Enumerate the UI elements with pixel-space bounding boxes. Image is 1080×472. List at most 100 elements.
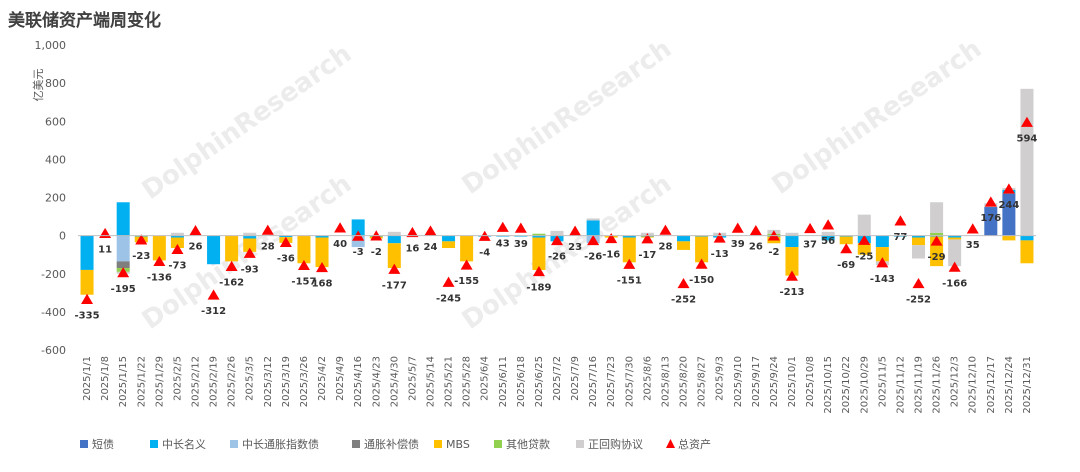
total-marker [677, 277, 690, 289]
x-tick-label: 2025/8/6 [642, 356, 653, 401]
x-tick-label: 2025/1/22 [136, 356, 147, 407]
total-marker [659, 224, 672, 235]
bar-segment [1020, 88, 1034, 236]
total-data-label: 77 [893, 232, 907, 243]
bar-segment [80, 269, 94, 295]
bar-segment [857, 243, 871, 255]
total-marker [442, 276, 455, 287]
total-data-label: 35 [966, 240, 980, 251]
bar-segment [207, 235, 221, 265]
legend: 短债 中长名义 中长通胀指数债 通胀补偿债 MBS 其他贷款 正回购协议 总资产 [80, 437, 711, 451]
bar-segment [80, 235, 94, 270]
total-data-label: -16 [602, 250, 620, 261]
x-tick-label: 2025/12/31 [1022, 356, 1033, 414]
total-data-label: -189 [526, 283, 551, 294]
x-tick-label: 2025/7/2 [552, 356, 563, 401]
y-tick-label: -600 [41, 344, 66, 357]
total-marker [297, 259, 310, 271]
x-tick-label: 2025/11/26 [932, 356, 943, 414]
x-tick-label: 2025/6/11 [498, 356, 509, 407]
bar-segment [243, 232, 257, 236]
bar-segment [857, 214, 871, 236]
bar-segment [170, 235, 184, 238]
total-data-label: 43 [496, 238, 510, 249]
x-tick-label: 2025/6/25 [534, 356, 545, 407]
total-data-label: -29 [928, 252, 946, 263]
x-tick-label: 2025/5/21 [444, 356, 455, 407]
x-tick-label: 2025/7/30 [624, 356, 635, 407]
bar-segment [948, 239, 962, 267]
bar-segment [622, 235, 636, 238]
y-tick-label: -200 [41, 268, 66, 281]
total-data-label: -36 [277, 253, 295, 264]
total-marker [243, 247, 256, 258]
total-data-label: -3 [353, 247, 364, 258]
total-data-label: 40 [333, 239, 347, 250]
bar-segment [116, 202, 130, 236]
bar-segment [948, 235, 962, 238]
y-tick-label: 1,000 [35, 39, 67, 52]
bar-segment [1002, 193, 1016, 236]
total-data-label: -157 [291, 277, 316, 288]
x-tick-label: 2025/1/15 [118, 356, 129, 407]
x-tick-label: 2025/10/1 [787, 356, 798, 407]
total-marker [406, 226, 419, 238]
total-marker [804, 222, 817, 234]
total-marker [279, 236, 292, 247]
total-data-label: -17 [638, 250, 656, 261]
bar-segment [785, 232, 799, 236]
total-data-label: 23 [568, 242, 582, 253]
total-data-label: -151 [617, 275, 642, 286]
total-data-label: -26 [548, 252, 566, 263]
total-data-label: -177 [382, 280, 407, 291]
total-data-label: 11 [98, 245, 112, 256]
bar-segment [785, 247, 799, 276]
total-marker [135, 234, 148, 245]
x-tick-label: 2025/10/22 [841, 356, 852, 414]
bar-segment [315, 235, 329, 238]
total-data-label: 168 [312, 279, 333, 290]
total-data-label: -2 [768, 247, 779, 258]
legend-swatch [352, 440, 360, 448]
bar-segment [695, 236, 709, 263]
x-tick-label: 2025/11/12 [895, 356, 906, 414]
total-data-label: 26 [189, 242, 203, 253]
x-tick-label: 2025/4/2 [317, 356, 328, 401]
watermark-layer: DolphinResearch DolphinResearch DolphinRes… [137, 34, 987, 336]
y-tick-label: 0 [59, 230, 66, 243]
total-data-label: -335 [75, 310, 100, 321]
legend-label: 中长通胀指数债 [242, 437, 319, 451]
total-data-label: 28 [261, 241, 275, 252]
bar-segment [586, 220, 600, 236]
legend-label: 通胀补偿债 [364, 437, 419, 451]
total-data-label: 594 [1017, 133, 1038, 144]
x-tick-label: 2025/7/16 [588, 356, 599, 407]
total-marker [731, 222, 744, 233]
x-tick-label: 2025/5/7 [407, 356, 418, 401]
total-marker [840, 243, 853, 254]
bar-segment [460, 235, 474, 262]
bar-segment [315, 237, 329, 268]
bar-segment [243, 238, 257, 252]
total-marker [984, 196, 997, 207]
bar-segment [351, 235, 365, 248]
x-tick-label: 2025/3/26 [299, 356, 310, 407]
total-data-label: 26 [749, 242, 763, 253]
total-data-label: -213 [779, 287, 804, 298]
total-data-label: -4 [479, 247, 490, 258]
total-marker [822, 219, 835, 230]
total-data-label: -69 [837, 260, 855, 271]
x-tick-label: 2025/10/15 [823, 356, 834, 414]
bar-segment [532, 235, 546, 238]
bar-segment [532, 233, 546, 236]
bar-segment [948, 237, 962, 240]
x-tick-label: 2025/7/23 [606, 356, 617, 407]
bar-segment [785, 235, 799, 248]
total-data-label: -143 [870, 274, 895, 285]
total-data-label: 39 [731, 239, 745, 250]
total-data-label: -150 [689, 275, 714, 286]
bar-segment [586, 218, 600, 221]
total-marker [641, 233, 654, 244]
total-data-label: -252 [906, 295, 931, 306]
total-marker [912, 277, 925, 289]
